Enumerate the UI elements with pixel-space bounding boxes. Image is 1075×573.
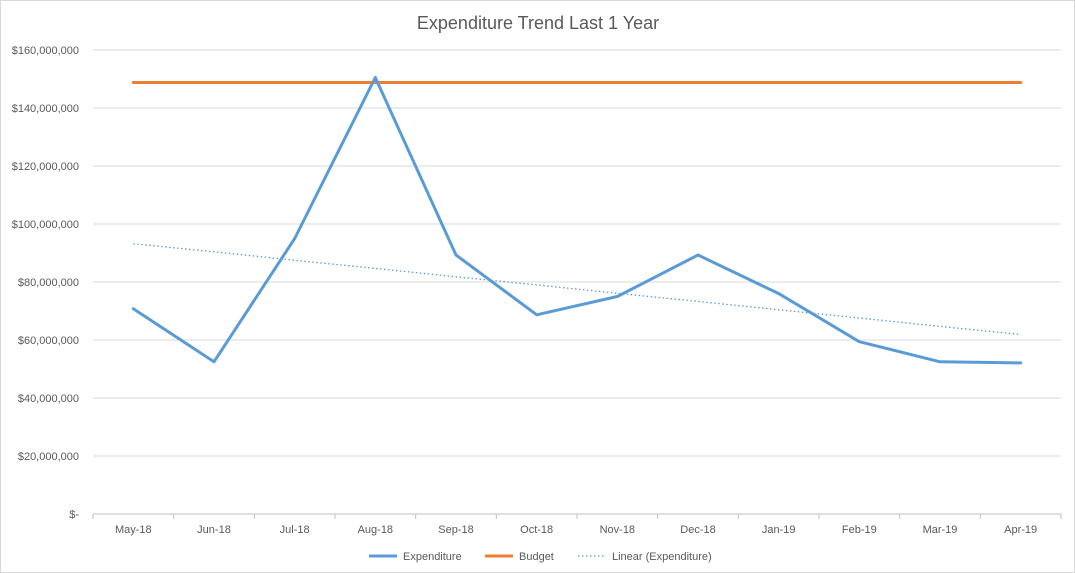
y-tick-label: $- xyxy=(69,509,79,521)
y-tick-label: $40,000,000 xyxy=(18,393,79,405)
series-lines xyxy=(131,76,1023,365)
x-tick-label: Dec-18 xyxy=(680,524,715,536)
x-axis: May-18 Jun-18 Jul-18 Aug-18 Sep-18 Oct-18 Nov-… xyxy=(92,514,1062,536)
legend-label: Linear (Expenditure) xyxy=(612,551,712,563)
x-tick-label: Apr-19 xyxy=(1004,524,1037,536)
legend-label: Expenditure xyxy=(403,551,462,563)
x-tick-label: Feb-19 xyxy=(842,524,877,536)
y-tick-label: $20,000,000 xyxy=(18,451,79,463)
x-tick-label: Oct-18 xyxy=(520,524,553,536)
gridlines xyxy=(93,49,1061,515)
x-tick-label: Nov-18 xyxy=(600,524,635,536)
y-tick-label: $120,000,000 xyxy=(12,161,79,173)
x-tick-label: Jun-18 xyxy=(197,524,231,536)
y-tick-label: $60,000,000 xyxy=(18,335,79,347)
legend: Expenditure Budget Linear (Expenditure) xyxy=(369,551,712,563)
x-tick-label: May-18 xyxy=(115,524,152,536)
y-tick-label: $140,000,000 xyxy=(12,103,79,115)
series-line-linear-expenditure xyxy=(133,243,1021,336)
x-tick-label: Aug-18 xyxy=(358,524,393,536)
y-tick-label: $160,000,000 xyxy=(12,45,79,57)
y-axis-tick-labels: $- $20,000,000 $40,000,000 $60,000,000 $80,0… xyxy=(12,45,80,521)
x-tick-label: Sep-18 xyxy=(438,524,473,536)
legend-label: Budget xyxy=(519,551,554,563)
x-tick-label: Jan-19 xyxy=(762,524,796,536)
x-tick-label: Mar-19 xyxy=(923,524,958,536)
y-tick-label: $80,000,000 xyxy=(18,277,79,289)
series-line-expenditure xyxy=(131,76,1023,365)
y-tick-label: $100,000,000 xyxy=(12,219,79,231)
x-tick-label: Jul-18 xyxy=(280,524,310,536)
chart-title: Expenditure Trend Last 1 Year xyxy=(417,13,659,33)
